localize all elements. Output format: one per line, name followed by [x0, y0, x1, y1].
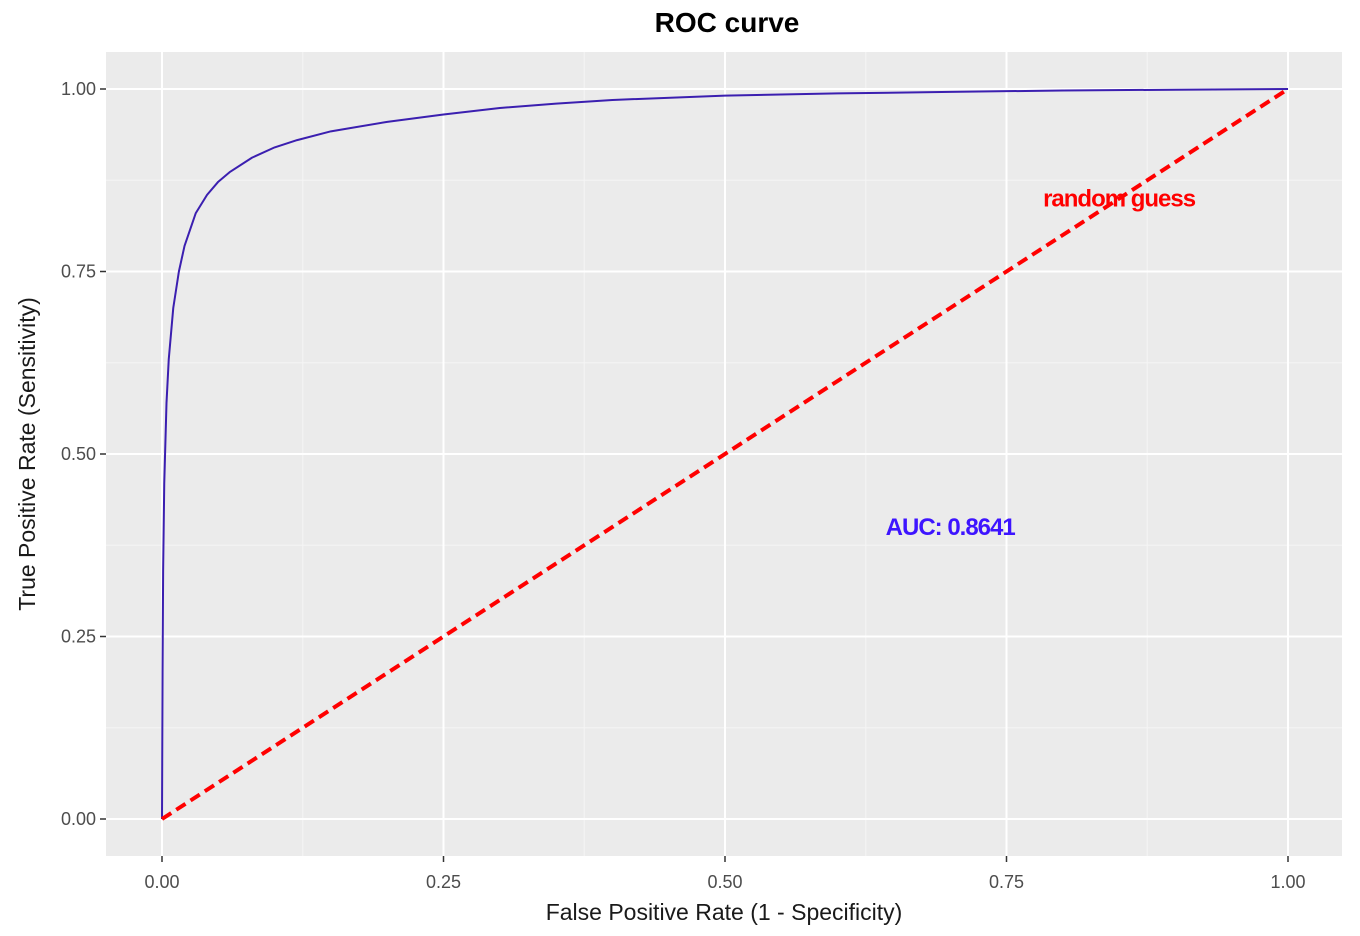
- y-tick-label: 1.00: [61, 79, 96, 99]
- y-tick-label: 0.50: [61, 444, 96, 464]
- y-tick-label: 0.00: [61, 809, 96, 829]
- x-axis-title: False Positive Rate (1 - Specificity): [546, 899, 903, 925]
- random-guess-label: random guess: [1043, 186, 1196, 213]
- x-tick-label: 0.50: [707, 872, 742, 892]
- x-tick-label: 0.25: [426, 872, 461, 892]
- auc-label: AUC: 0.8641: [886, 514, 1016, 541]
- x-tick-label: 0.00: [144, 872, 179, 892]
- chart-title: ROC curve: [655, 7, 800, 38]
- annotation-layer: random guess AUC: 0.8641: [886, 186, 1197, 542]
- tick-layer: 0.00 0.25 0.50 0.75 1.00 0.00 0.25 0.50 0.75 1.00: [61, 79, 1306, 892]
- y-axis-title: True Positive Rate (Sensitivity): [14, 297, 40, 611]
- x-tick-label: 0.75: [989, 872, 1024, 892]
- y-tick-label: 0.25: [61, 627, 96, 647]
- series-layer: [160, 87, 1290, 821]
- y-tick-label: 0.75: [61, 262, 96, 282]
- x-tick-label: 1.00: [1270, 872, 1305, 892]
- roc-curve-line: [161, 88, 1289, 820]
- random-guess-line: [160, 87, 1290, 821]
